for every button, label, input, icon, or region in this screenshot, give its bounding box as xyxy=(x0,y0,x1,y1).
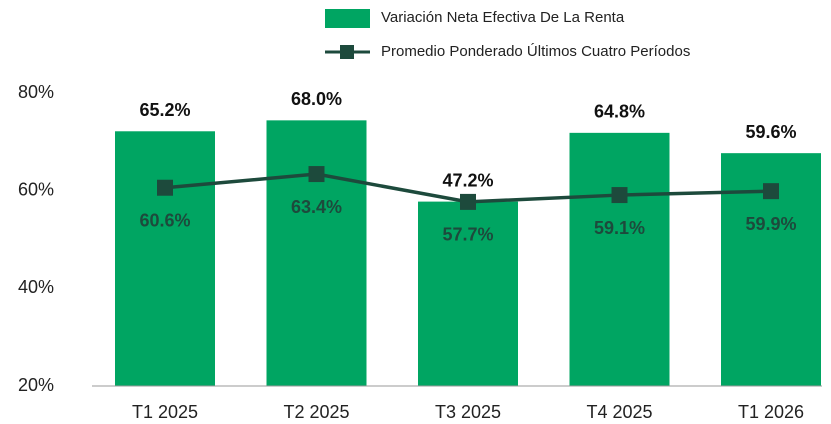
bar xyxy=(418,201,518,386)
x-tick-label: T2 2025 xyxy=(283,402,349,422)
bar xyxy=(266,120,367,386)
bar xyxy=(115,131,215,386)
line-label: 57.7% xyxy=(442,225,493,245)
bar-label: 59.6% xyxy=(745,122,796,142)
line-marker xyxy=(763,183,779,200)
x-tick-label: T1 2025 xyxy=(132,402,198,422)
bar-label: 68.0% xyxy=(291,89,342,109)
bar-label: 65.2% xyxy=(139,100,190,120)
bar xyxy=(569,132,670,386)
line-label: 60.6% xyxy=(139,210,190,230)
line-label: 63.4% xyxy=(291,197,342,217)
bar-label: 47.2% xyxy=(442,170,493,190)
y-tick-label: 40% xyxy=(18,277,54,297)
x-tick-label: T1 2026 xyxy=(738,402,804,422)
y-tick-label: 20% xyxy=(18,375,54,395)
line-label: 59.9% xyxy=(745,214,796,234)
legend-label: Variación Neta Efectiva De La Renta xyxy=(381,9,625,26)
bar-label: 64.8% xyxy=(594,102,645,122)
y-tick-label: 60% xyxy=(18,179,54,199)
line-marker xyxy=(157,179,173,196)
legend-marker xyxy=(340,45,354,59)
line-label: 59.1% xyxy=(594,218,645,238)
legend-swatch xyxy=(325,9,370,28)
line-marker xyxy=(611,187,628,204)
line-marker xyxy=(460,193,476,210)
legend-label: Promedio Ponderado Últimos Cuatro Períod… xyxy=(381,43,690,60)
x-tick-label: T3 2025 xyxy=(435,402,501,422)
x-tick-label: T4 2025 xyxy=(586,402,652,422)
line-marker xyxy=(308,166,325,183)
y-tick-label: 80% xyxy=(18,82,54,102)
